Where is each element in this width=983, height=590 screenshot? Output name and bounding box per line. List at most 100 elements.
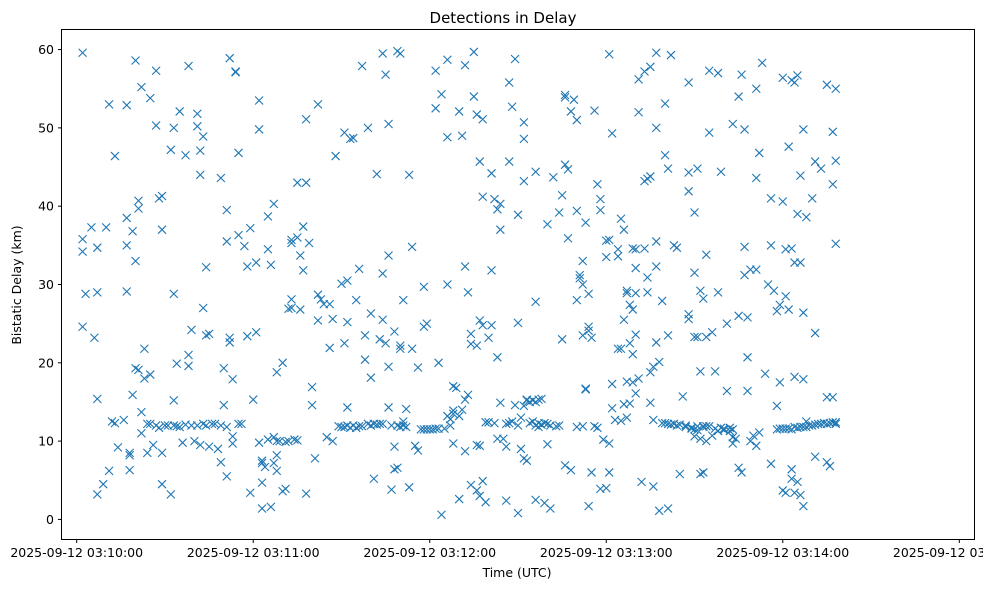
data-point <box>92 394 102 404</box>
data-point <box>269 458 279 468</box>
data-point <box>257 458 267 468</box>
data-point <box>625 300 635 310</box>
data-point <box>372 169 382 179</box>
data-point <box>98 479 108 489</box>
data-point <box>281 484 290 494</box>
data-point <box>134 365 143 375</box>
data-point <box>578 421 588 431</box>
data-point <box>463 287 473 297</box>
data-point <box>345 134 355 144</box>
data-point <box>645 172 655 181</box>
data-point <box>292 435 302 445</box>
data-point <box>607 379 617 389</box>
data-point <box>431 103 441 113</box>
data-point <box>434 358 443 368</box>
data-point <box>490 418 499 428</box>
data-point <box>513 318 523 328</box>
data-point <box>604 49 614 59</box>
data-point <box>693 425 702 435</box>
data-point <box>678 392 688 401</box>
data-point <box>272 367 282 377</box>
data-point <box>616 416 626 426</box>
data-point <box>169 421 179 430</box>
data-point <box>92 489 102 499</box>
data-point <box>604 235 614 245</box>
data-point <box>295 251 305 260</box>
data-point <box>142 448 152 458</box>
data-point <box>796 171 805 181</box>
data-point <box>448 439 458 448</box>
data-point <box>225 53 235 63</box>
y-tick-label: 30 <box>38 277 54 292</box>
data-point <box>204 329 214 339</box>
data-point <box>487 168 496 178</box>
data-point <box>263 244 273 254</box>
data-point <box>651 262 661 271</box>
data-point <box>81 289 90 299</box>
data-point <box>454 411 464 421</box>
data-point <box>584 289 593 299</box>
data-point <box>793 71 802 80</box>
data-point <box>728 439 738 448</box>
data-point <box>472 341 482 350</box>
data-point <box>340 338 349 348</box>
data-point <box>395 341 405 350</box>
data-point <box>478 476 488 486</box>
data-point <box>322 432 332 442</box>
data-point <box>172 421 182 431</box>
data-point <box>516 413 526 423</box>
data-point <box>410 441 420 451</box>
data-point <box>728 119 738 129</box>
data-point <box>125 465 135 475</box>
data-point <box>240 241 249 251</box>
data-point <box>519 134 529 144</box>
data-point <box>522 456 532 466</box>
data-point <box>651 123 661 133</box>
data-point <box>519 118 529 127</box>
data-point <box>242 331 252 341</box>
data-point <box>534 395 543 405</box>
data-point <box>772 306 782 316</box>
data-point <box>798 125 808 134</box>
y-tick-label: 0 <box>46 512 54 527</box>
data-point <box>166 145 176 155</box>
data-point <box>234 230 243 240</box>
data-point <box>722 319 732 329</box>
data-point <box>734 92 744 101</box>
data-point <box>572 295 582 305</box>
data-point <box>828 179 838 189</box>
data-point <box>637 477 646 487</box>
data-point <box>784 142 794 152</box>
data-point <box>272 450 282 460</box>
data-point <box>413 446 423 455</box>
data-point <box>575 270 585 280</box>
data-point <box>119 415 129 425</box>
data-point <box>728 424 738 434</box>
data-point <box>290 435 299 444</box>
y-tick-label: 40 <box>38 199 54 214</box>
data-point <box>375 334 385 344</box>
data-point <box>622 286 632 296</box>
data-point <box>284 304 293 314</box>
data-point <box>790 372 799 382</box>
data-point <box>381 338 391 348</box>
data-point <box>825 461 835 471</box>
data-point <box>225 338 235 347</box>
data-point <box>828 127 838 137</box>
data-point <box>422 319 432 329</box>
data-point <box>401 404 411 414</box>
data-point <box>481 417 491 427</box>
data-point <box>92 287 102 297</box>
data-point <box>328 314 338 324</box>
data-point <box>342 317 352 327</box>
data-point <box>398 421 408 430</box>
data-point <box>113 442 123 452</box>
data-point <box>266 502 276 512</box>
data-point <box>657 296 667 306</box>
data-point <box>257 504 267 513</box>
data-point <box>787 474 796 484</box>
data-point <box>728 432 738 442</box>
data-point <box>357 421 367 431</box>
data-point <box>648 482 658 491</box>
data-point <box>810 452 820 462</box>
